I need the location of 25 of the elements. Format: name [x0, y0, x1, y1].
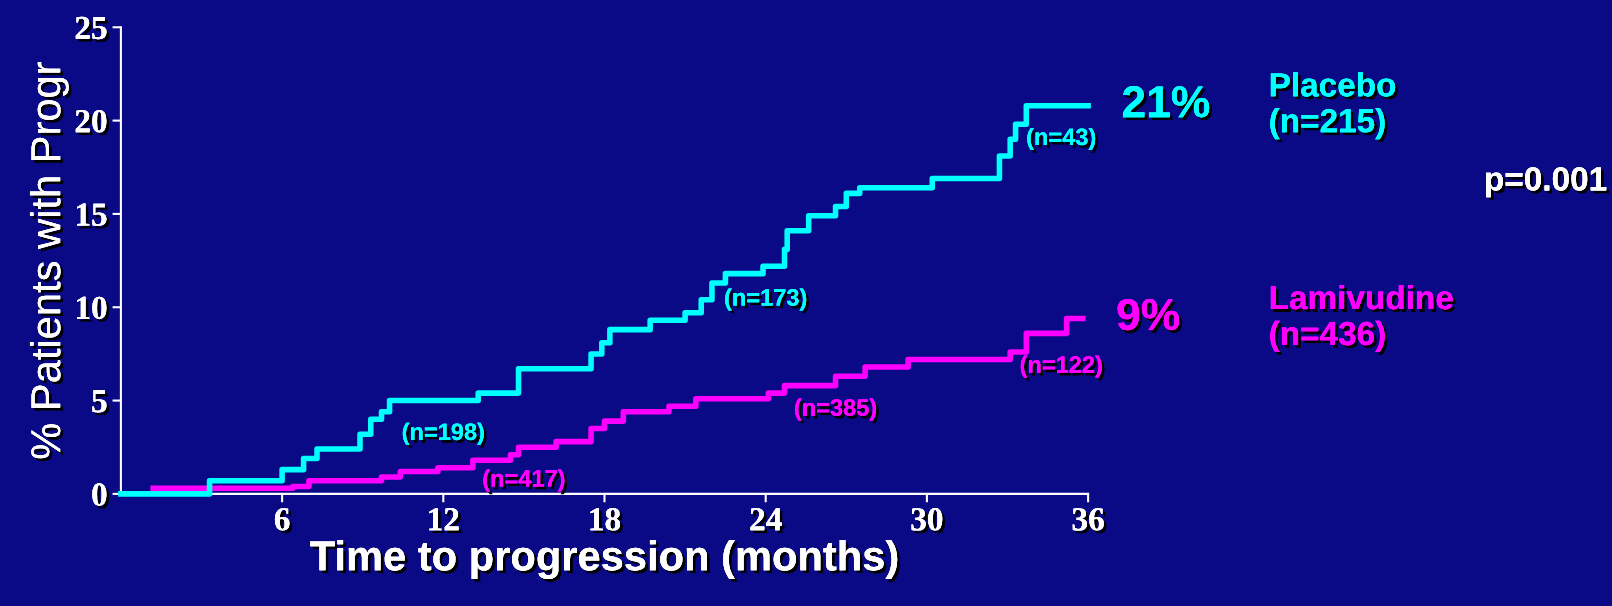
y-tick-label: 20	[75, 109, 110, 136]
x-tick-label: 36	[1072, 508, 1107, 534]
annotation: (n=122)	[1020, 355, 1105, 381]
annotation: (n=198)	[402, 422, 487, 448]
x-tick-label: 6	[274, 508, 293, 534]
y-tick-label: 25	[75, 16, 110, 42]
y-tick-label: 10	[77, 296, 110, 322]
y-axis-title: % Patients with Progr	[29, 62, 72, 462]
annotation: (n=43)	[1027, 127, 1098, 153]
text: Placebo (n=215)	[1270, 72, 1398, 142]
x-tick-label: 30	[911, 508, 946, 534]
text: p=0.001	[1486, 167, 1610, 201]
text: Lamivudine (n=436)	[1270, 284, 1456, 355]
y-tick-label: 5	[92, 390, 110, 416]
x-tick-label: 18	[590, 508, 623, 534]
annotation: 21%	[1122, 86, 1212, 121]
x-tick-label: 12	[429, 508, 462, 533]
y-tick-label: 0	[92, 483, 110, 509]
annotation: 9%	[1117, 298, 1182, 334]
annotation: (n=173)	[725, 288, 809, 314]
y-tick-label: 15	[77, 203, 110, 229]
annotation: (n=417)	[483, 469, 568, 495]
x-axis-title: Time to progression (months)	[310, 540, 901, 582]
x-tick-label: 24	[750, 508, 785, 533]
annotation: (n=385)	[795, 398, 879, 424]
